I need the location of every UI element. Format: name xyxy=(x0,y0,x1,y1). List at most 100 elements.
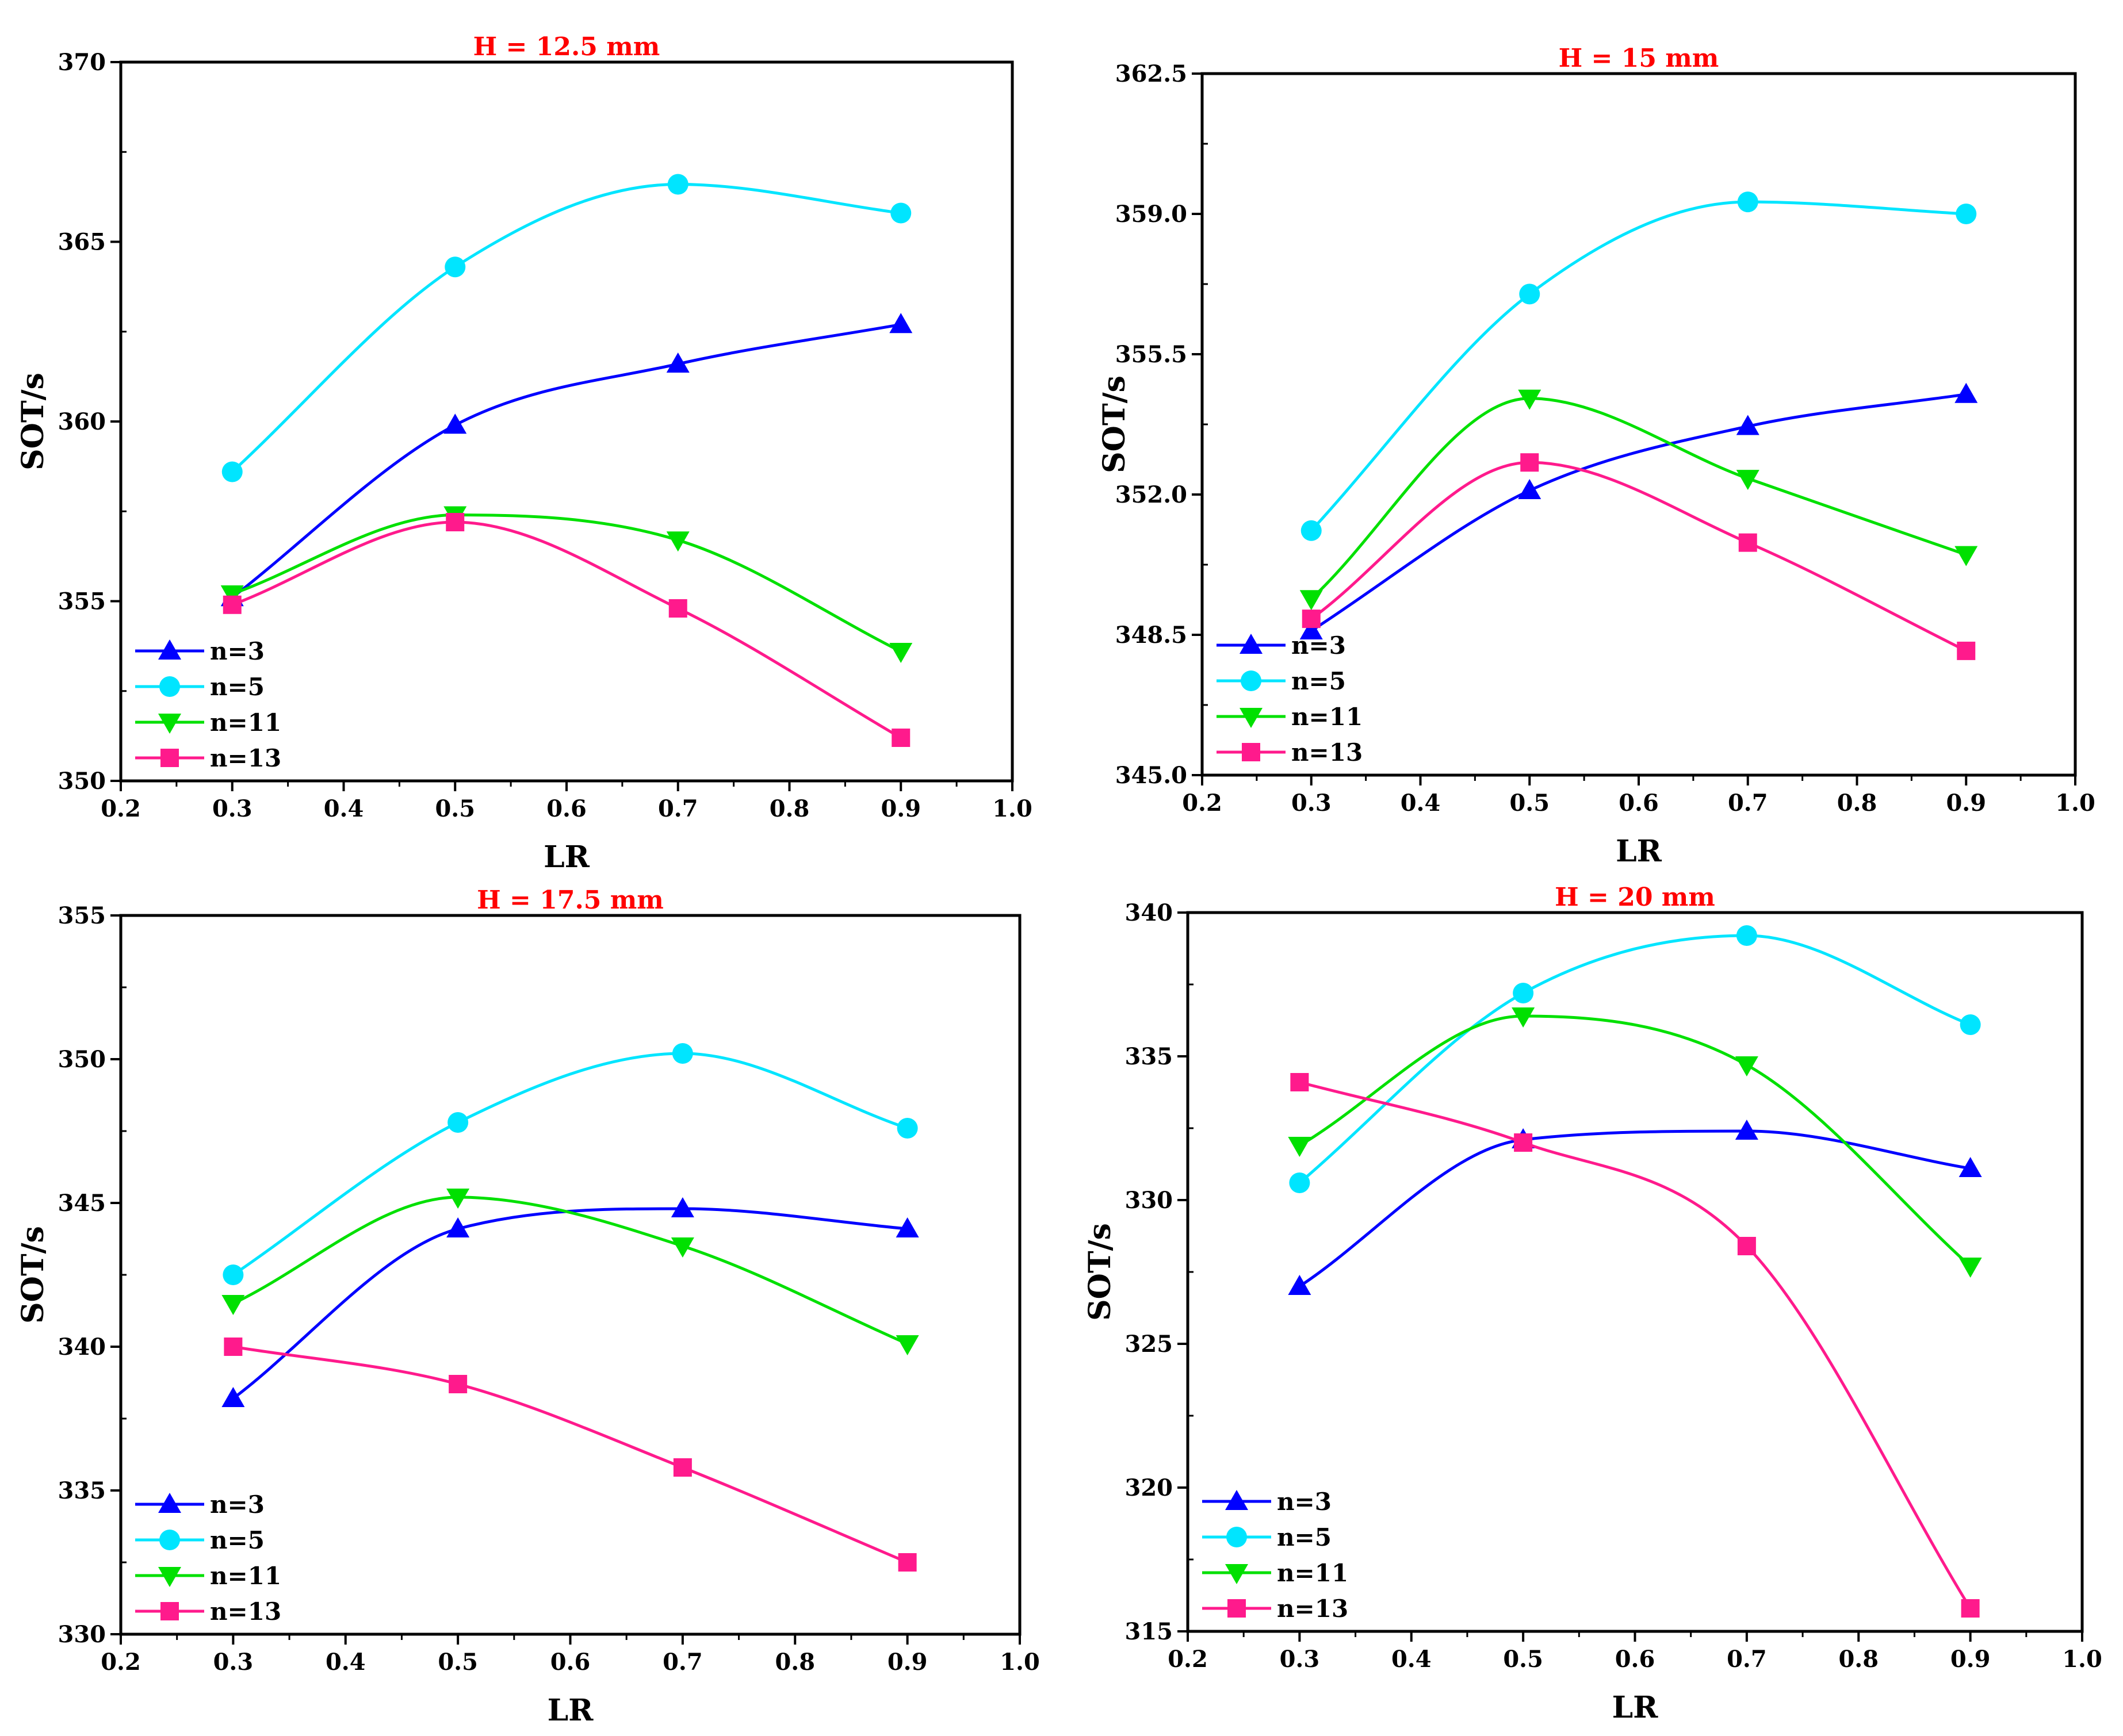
series-line xyxy=(1310,397,1967,600)
legend: n=3 n=5 n=11 n=13 xyxy=(135,637,281,772)
x-axis-title: LR xyxy=(1616,834,1662,869)
legend: n=3 n=5 n=11 n=13 xyxy=(1217,631,1363,767)
data-point-n=13 xyxy=(223,595,242,614)
x-tick-label: 0.8 xyxy=(775,1649,815,1676)
panel-title: H = 12.5 mm xyxy=(473,32,660,62)
x-tick-label: 0.8 xyxy=(1837,790,1877,817)
legend-marker xyxy=(1225,1490,1248,1510)
legend-label: n=5 xyxy=(1277,1523,1332,1551)
y-tick-label: 362.5 xyxy=(1115,60,1187,87)
series-line xyxy=(1299,1080,1972,1609)
legend-label: n=13 xyxy=(210,1597,281,1626)
x-tick-label: 0.3 xyxy=(1280,1646,1320,1673)
data-point-n=5 xyxy=(223,1264,244,1285)
y-tick-label: 335 xyxy=(58,1477,106,1504)
data-point-n=5 xyxy=(221,461,243,482)
x-tick-label: 0.4 xyxy=(324,795,364,822)
x-tick-label: 0.7 xyxy=(1728,790,1768,817)
series-n=5 xyxy=(1300,191,1977,541)
y-tick-label: 340 xyxy=(1125,899,1173,926)
legend-marker xyxy=(160,1602,179,1620)
x-tick-label: 0.5 xyxy=(1503,1646,1543,1673)
data-point-n=13 xyxy=(898,1553,917,1572)
data-point-n=5 xyxy=(1736,925,1757,946)
data-point-n=5 xyxy=(1300,520,1322,541)
chart-panel-3: 0.2 0.3 0.4 0.5 0.6 0.7 0.8 0.9 1.0 330 335 340 345 3… xyxy=(16,886,1040,1728)
y-tick-label: 370 xyxy=(58,49,106,76)
chart-panel-4: 0.2 0.3 0.4 0.5 0.6 0.7 0.8 0.9 1.0 315 320 325 330 3… xyxy=(1082,883,2102,1725)
legend-label: n=11 xyxy=(210,708,281,737)
y-tick-label: 320 xyxy=(1125,1474,1173,1501)
series-line xyxy=(231,323,901,599)
legend-label: n=11 xyxy=(210,1562,281,1590)
x-tick-label: 0.6 xyxy=(550,1649,591,1676)
series-line xyxy=(231,183,901,473)
y-axis-title: SOT/s xyxy=(16,373,51,470)
x-tick-label: 0.7 xyxy=(658,795,698,822)
legend-marker xyxy=(158,714,181,734)
data-point-n=5 xyxy=(897,1118,918,1139)
data-point-n=11 xyxy=(1288,1137,1311,1157)
legend-label: n=13 xyxy=(210,744,281,772)
series-line xyxy=(232,1052,908,1277)
legend-marker xyxy=(1242,743,1260,761)
series-n=13 xyxy=(223,513,911,747)
series-line xyxy=(231,513,902,653)
data-point-n=3 xyxy=(896,1217,919,1237)
data-point-n=11 xyxy=(889,643,913,663)
legend-marker xyxy=(1227,1599,1246,1618)
data-point-n=11 xyxy=(1735,1056,1758,1076)
data-point-n=5 xyxy=(1960,1014,1981,1035)
data-point-n=13 xyxy=(1302,610,1321,629)
y-tick-label: 365 xyxy=(58,229,106,256)
y-tick-label: 340 xyxy=(58,1333,106,1361)
legend: n=3 n=5 n=11 n=13 xyxy=(135,1490,281,1626)
series-n=13 xyxy=(224,1338,917,1572)
series-n=13 xyxy=(1302,453,1976,660)
panel-title: H = 17.5 mm xyxy=(477,886,664,915)
x-tick-label: 1.0 xyxy=(992,795,1032,822)
data-point-n=13 xyxy=(1957,641,1976,660)
data-point-n=13 xyxy=(668,599,687,618)
legend: n=3 n=5 n=11 n=13 xyxy=(1202,1488,1348,1623)
x-tick-label: 0.2 xyxy=(1182,790,1222,817)
data-point-n=3 xyxy=(1736,415,1759,435)
data-point-n=13 xyxy=(1290,1073,1309,1091)
series-n=11 xyxy=(1288,1007,1982,1278)
legend-label: n=3 xyxy=(210,1490,265,1519)
data-point-n=3 xyxy=(889,313,913,334)
data-point-n=11 xyxy=(671,1237,694,1258)
y-tick-label: 360 xyxy=(58,408,106,435)
data-point-n=11 xyxy=(1512,1007,1535,1028)
x-axis-title: LR xyxy=(1612,1690,1659,1725)
series-n=11 xyxy=(220,506,913,663)
data-point-n=11 xyxy=(1958,1258,1982,1278)
data-point-n=3 xyxy=(1518,479,1541,500)
x-axis-title: LR xyxy=(548,1693,594,1728)
x-tick-label: 1.0 xyxy=(2062,1646,2102,1673)
legend-label: n=5 xyxy=(210,673,265,701)
data-point-n=5 xyxy=(1513,983,1534,1003)
data-point-n=13 xyxy=(446,513,465,531)
data-point-n=13 xyxy=(1520,453,1539,472)
data-point-n=5 xyxy=(1519,283,1540,305)
chart-panel-1: 0.2 0.3 0.4 0.5 0.6 0.7 0.8 0.9 1.0 350 355 360 365 3… xyxy=(16,32,1032,875)
y-tick-label: 348.5 xyxy=(1115,622,1187,649)
data-point-n=13 xyxy=(1738,533,1757,552)
x-tick-label: 0.9 xyxy=(1950,1646,1991,1673)
legend-marker xyxy=(158,1567,181,1587)
data-point-n=11 xyxy=(220,585,244,606)
series-n=11 xyxy=(221,1189,919,1355)
series-line xyxy=(232,1195,908,1346)
y-tick-label: 325 xyxy=(1125,1331,1173,1358)
legend-marker xyxy=(158,639,181,660)
x-tick-label: 0.2 xyxy=(1168,1646,1208,1673)
x-tick-label: 0.8 xyxy=(1838,1646,1879,1673)
data-point-n=11 xyxy=(1954,546,1978,566)
legend-marker xyxy=(1241,670,1261,691)
data-point-n=11 xyxy=(1736,470,1759,490)
series-line xyxy=(1310,393,1967,633)
legend-marker xyxy=(158,1493,181,1513)
x-tick-label: 0.8 xyxy=(770,795,810,822)
chart-panel-2: 0.2 0.3 0.4 0.5 0.6 0.7 0.8 0.9 1.0 345.0 348.5 352… xyxy=(1097,44,2095,869)
